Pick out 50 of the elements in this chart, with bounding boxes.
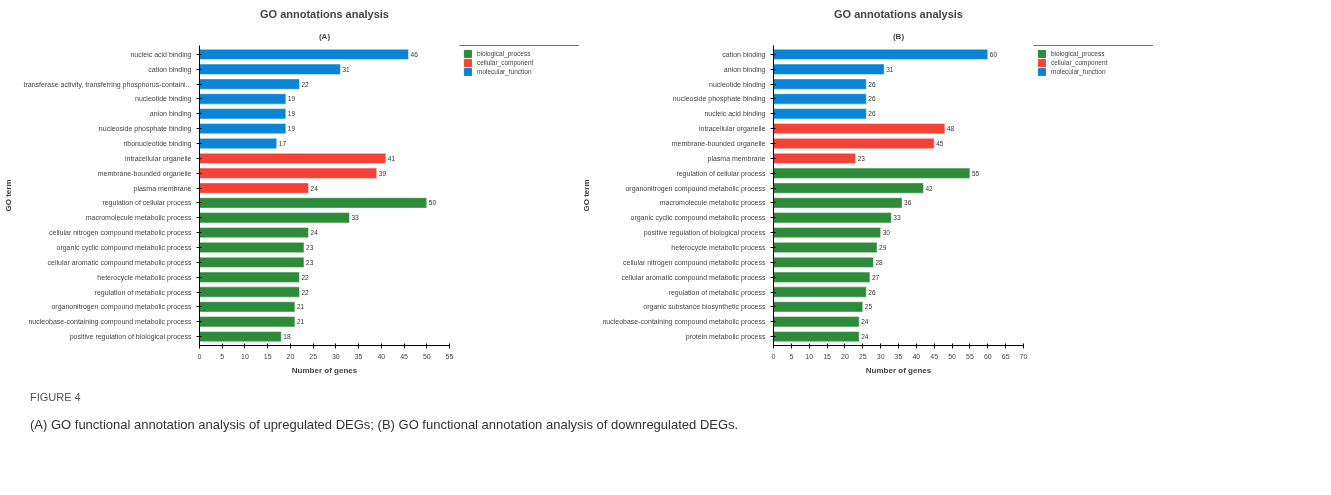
bar xyxy=(773,197,903,209)
bar xyxy=(199,242,305,253)
bar xyxy=(199,271,300,283)
bar xyxy=(773,227,881,239)
bar xyxy=(199,301,296,313)
bar xyxy=(199,78,300,90)
bar xyxy=(199,48,409,60)
chart-subtitle: (B) xyxy=(892,31,905,41)
bar xyxy=(199,152,387,164)
bar xyxy=(199,63,341,75)
bar xyxy=(199,167,378,179)
bar xyxy=(773,286,867,298)
bar xyxy=(773,256,874,268)
y-axis-title: GO term xyxy=(3,179,13,212)
chart-title: GO annotations analysis xyxy=(260,7,389,20)
bar xyxy=(199,256,305,268)
bar xyxy=(773,331,860,343)
bar xyxy=(773,301,864,313)
bar xyxy=(773,93,867,105)
bar xyxy=(199,331,282,343)
bar xyxy=(773,212,892,224)
bar xyxy=(199,197,428,209)
bar xyxy=(199,123,287,135)
bar xyxy=(199,316,296,328)
bar xyxy=(773,182,924,194)
bar xyxy=(773,271,871,283)
bar xyxy=(773,167,971,179)
bar xyxy=(199,286,300,298)
bar xyxy=(773,63,885,75)
bar xyxy=(199,108,287,120)
bar xyxy=(773,242,878,253)
bar xyxy=(199,93,287,105)
bar xyxy=(199,212,350,224)
caption: FIGURE 4 xyxy=(30,390,81,405)
chart-subtitle: (A) xyxy=(318,31,331,41)
bar xyxy=(199,138,278,149)
chart-title: GO annotations analysis xyxy=(834,7,963,20)
bar xyxy=(199,182,309,194)
bar xyxy=(773,123,946,135)
x-axis-title: Number of genes xyxy=(291,365,358,375)
bar xyxy=(773,316,860,328)
bar xyxy=(773,48,989,60)
x-axis-title: Number of genes xyxy=(865,365,932,375)
bar xyxy=(773,152,856,164)
bar xyxy=(773,78,867,90)
text: (A) GO functional annotation analysis of upregulated DEGs; (B) GO functional annotation analysis of downregulated DEGs. xyxy=(30,415,739,434)
bar xyxy=(773,108,867,120)
bar xyxy=(773,138,935,149)
bar xyxy=(199,227,309,239)
y-axis-title: GO term xyxy=(582,179,592,212)
